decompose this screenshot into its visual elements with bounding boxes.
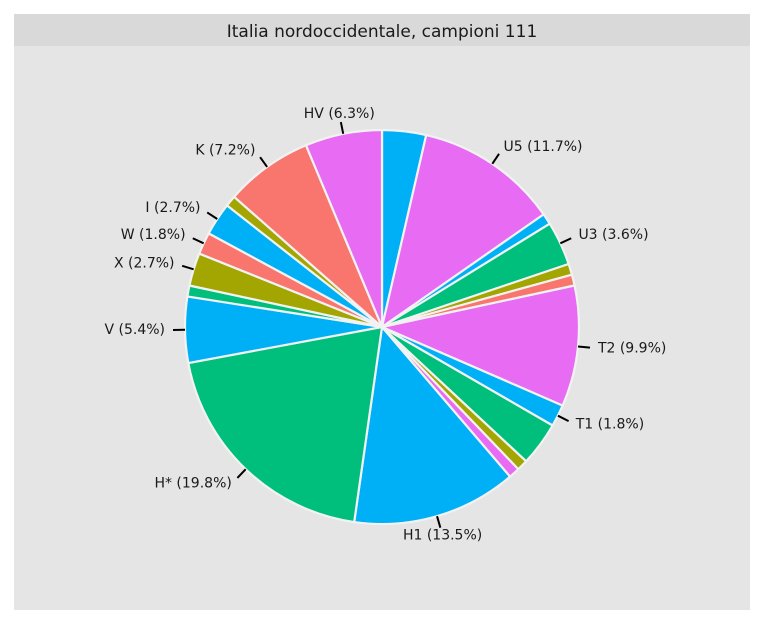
chart-title: Italia nordoccidentale, campioni 111 — [227, 22, 538, 42]
label-tick — [339, 121, 345, 135]
slice-label: T2 (9.9%) — [597, 340, 666, 356]
slice-label: HV (6.3%) — [304, 106, 375, 122]
label-tick — [236, 468, 247, 479]
pie-slice — [380, 133, 545, 329]
pie-slice — [187, 325, 384, 524]
label-tick — [259, 156, 268, 168]
slice-label: U5 (11.7%) — [504, 139, 583, 155]
pie-slice — [304, 128, 384, 329]
label-tick — [491, 153, 500, 165]
slice-label: H* (19.8%) — [154, 476, 231, 492]
pie-labels: U5 (11.7%) U3 (3.6%) T2 (9.9%) T1 (1.8%) H1 … — [104, 106, 666, 543]
slice-label: T1 (1.8%) — [575, 417, 644, 433]
pie-slices — [183, 128, 581, 526]
label-tick — [577, 345, 591, 349]
slice-label: X (2.7%) — [114, 255, 175, 271]
slice-label: V (5.4%) — [104, 322, 165, 338]
label-tick — [436, 515, 442, 528]
pie-slice — [353, 325, 512, 526]
label-tick — [192, 237, 205, 245]
slice-label: I (2.7%) — [145, 200, 200, 216]
label-tick — [557, 414, 570, 422]
slice-label: U3 (3.6%) — [578, 227, 648, 243]
label-tick — [559, 237, 572, 245]
facet-strip — [14, 14, 750, 46]
slice-label: W (1.8%) — [121, 227, 186, 243]
pie-slice — [380, 284, 581, 407]
label-tick — [206, 211, 218, 220]
slice-label: H1 (13.5%) — [403, 527, 482, 543]
label-tick — [181, 264, 194, 271]
slice-label: K (7.2%) — [195, 143, 255, 159]
